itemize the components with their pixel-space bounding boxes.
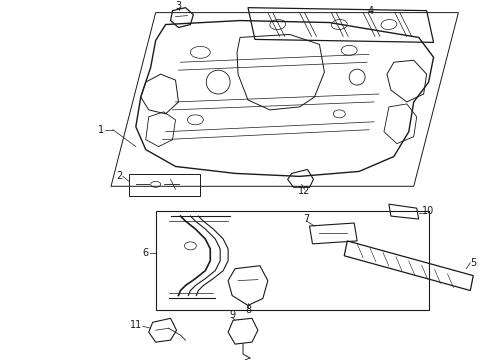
Text: 2: 2 bbox=[116, 171, 122, 181]
Text: 9: 9 bbox=[229, 310, 235, 320]
Text: 7: 7 bbox=[303, 214, 310, 224]
Text: 8: 8 bbox=[245, 305, 251, 315]
Text: 1: 1 bbox=[98, 125, 104, 135]
Text: 10: 10 bbox=[422, 206, 434, 216]
Text: 6: 6 bbox=[143, 248, 149, 258]
Text: 4: 4 bbox=[368, 6, 374, 15]
Text: 11: 11 bbox=[130, 320, 142, 330]
Text: 12: 12 bbox=[298, 186, 311, 196]
Text: 3: 3 bbox=[175, 1, 182, 11]
Text: 5: 5 bbox=[470, 258, 477, 268]
Bar bbox=[129, 174, 200, 196]
